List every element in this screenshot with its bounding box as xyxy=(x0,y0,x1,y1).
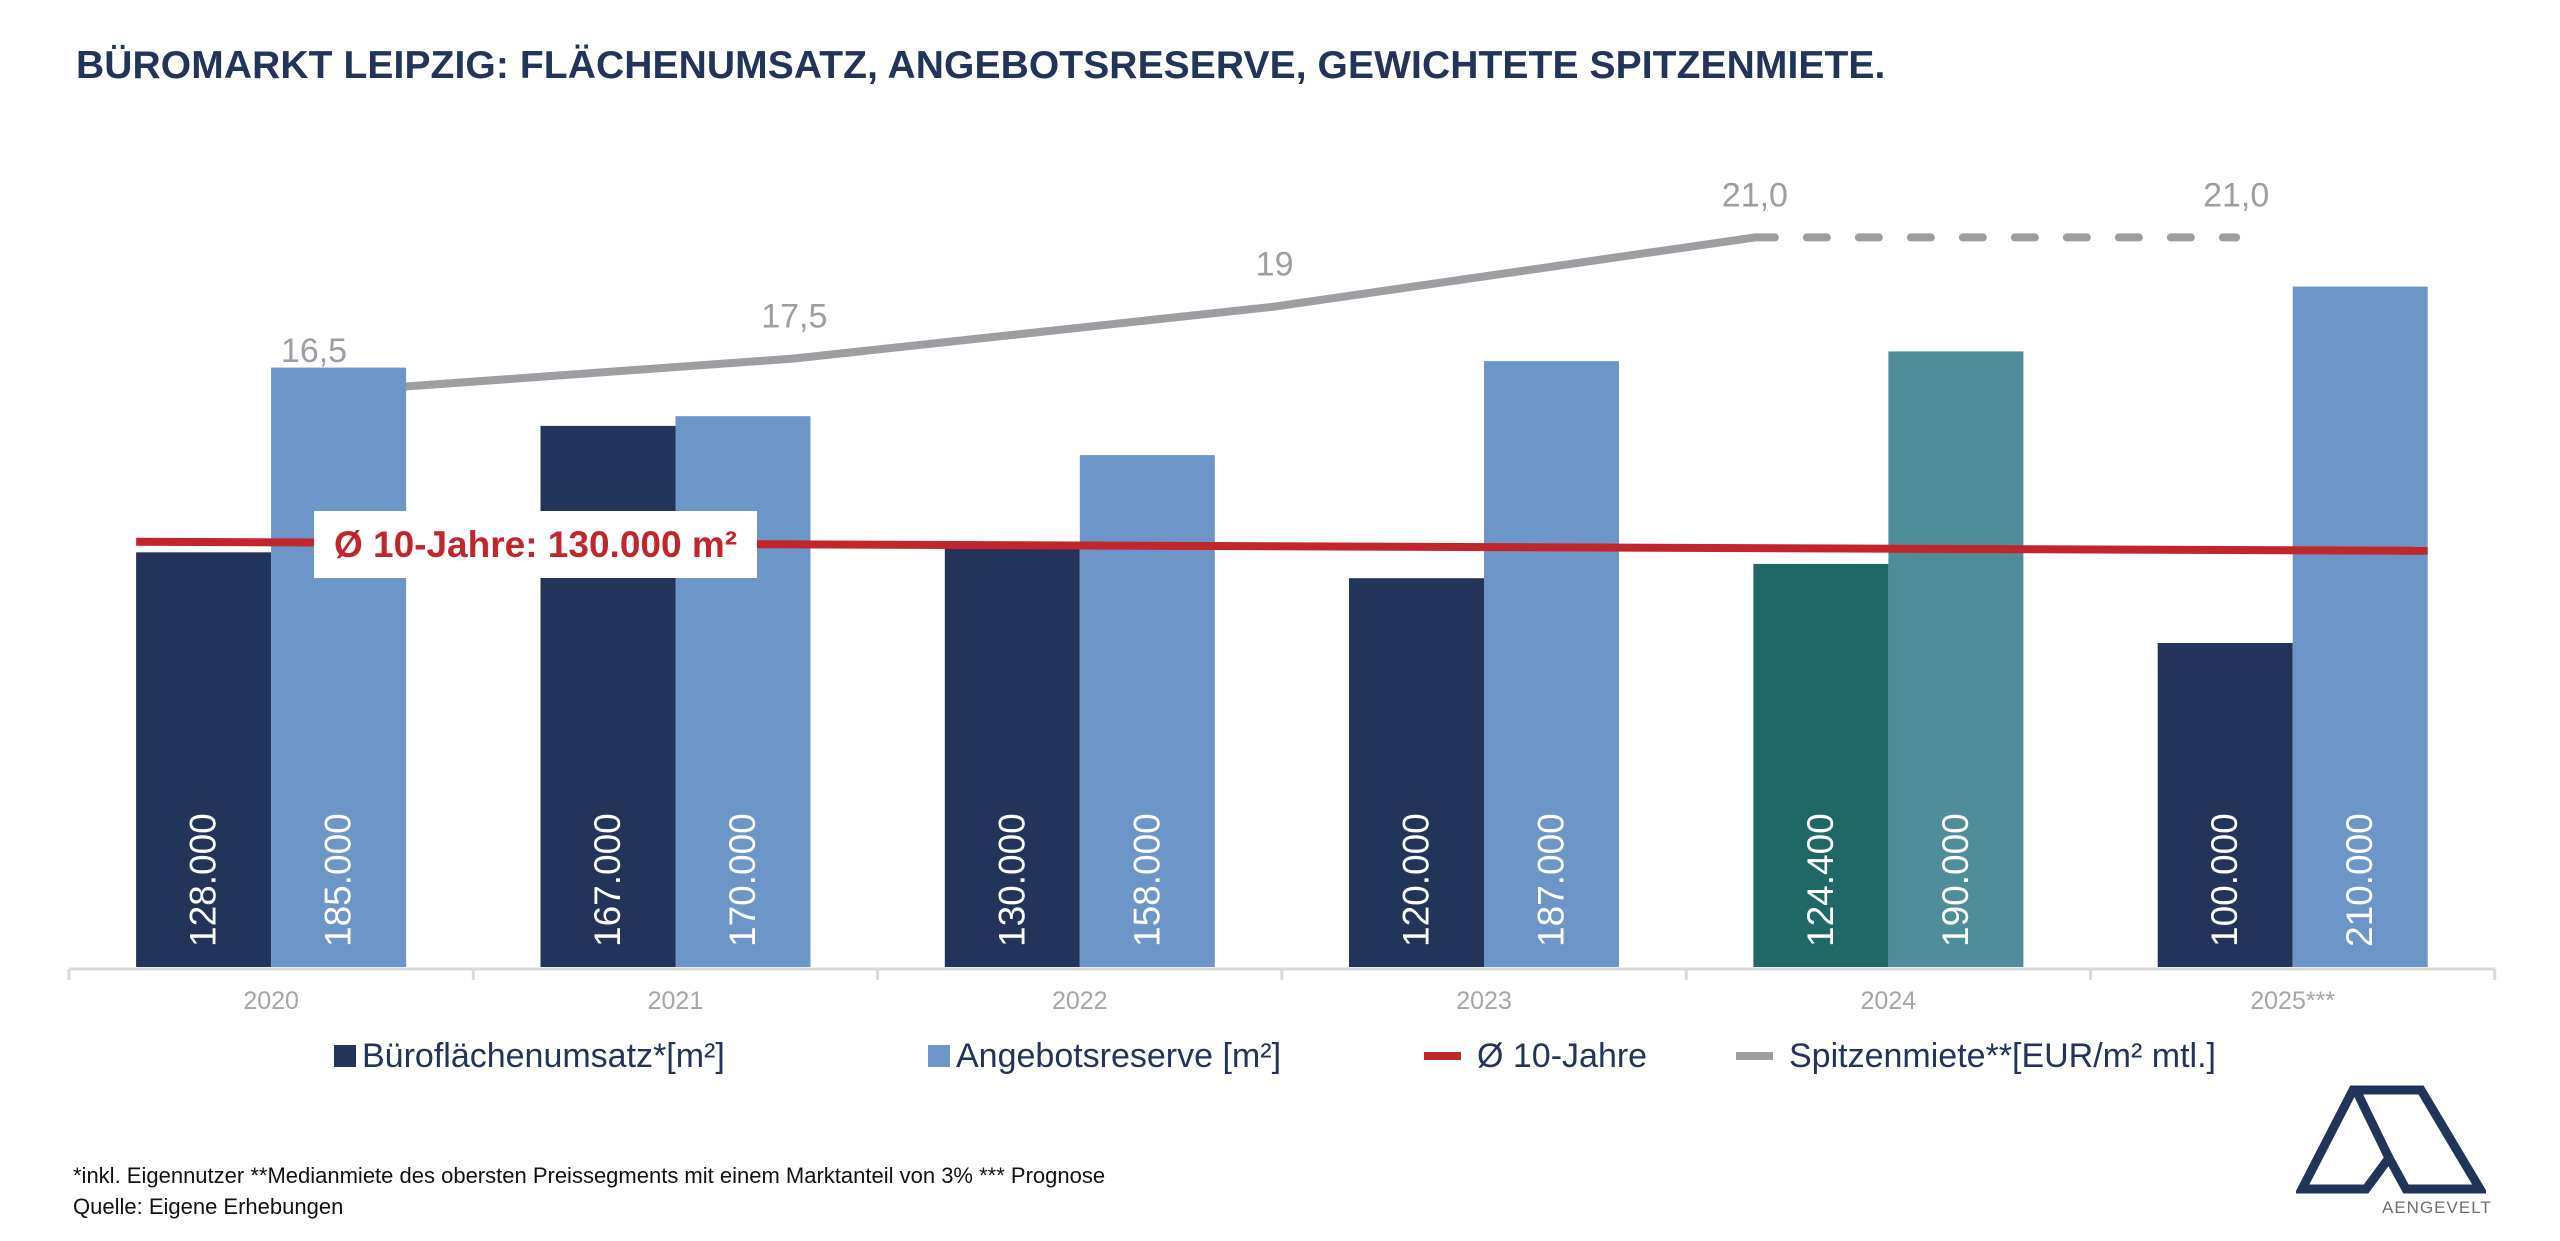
bar-angebotsreserve-2020 xyxy=(271,367,407,968)
x-axis xyxy=(67,967,2497,980)
legend-item-umsatz: Büroflächenumsatz*[m²] xyxy=(334,1034,725,1078)
bar-value-label: 124.400 xyxy=(1800,813,1841,947)
bar-value-label: 158.000 xyxy=(1126,813,1167,947)
spitzenmiete-data-label: 21,0 xyxy=(2203,176,2269,214)
category-label: 2021 xyxy=(648,987,704,1015)
bar-value-label: 120.000 xyxy=(1396,813,1437,947)
category-label: 2024 xyxy=(1861,987,1917,1015)
category-label: 2020 xyxy=(243,987,299,1015)
legend-label-umsatz: Büroflächenumsatz*[m²] xyxy=(362,1036,725,1075)
bar-value-label: 187.000 xyxy=(1531,813,1572,947)
bar-angebotsreserve-2021 xyxy=(675,416,811,967)
legend-swatch-umsatz xyxy=(334,1045,356,1067)
bar-value-label: 170.000 xyxy=(722,813,763,947)
category-label: 2023 xyxy=(1456,987,1512,1015)
bar-value-label: 185.000 xyxy=(318,813,359,947)
bar-umsatz-2024 xyxy=(1753,563,1889,967)
rent-line-layer xyxy=(313,233,2241,398)
legend-label-angebotsreserve: Angebotsreserve [m²] xyxy=(956,1036,1282,1075)
average-annotation: Ø 10-Jahre: 130.000 m² xyxy=(314,511,757,578)
footnotes: *inkl. Eigennutzer **Medianmiete des obe… xyxy=(73,1160,1105,1222)
legend-item-angebotsreserve: Angebotsreserve [m²] xyxy=(928,1034,1281,1078)
bar-value-label: 128.000 xyxy=(183,813,224,947)
legend-label-average: Ø 10-Jahre xyxy=(1477,1036,1648,1075)
bar-angebotsreserve-2025 xyxy=(2292,286,2428,968)
bar-umsatz-2025 xyxy=(2157,643,2293,967)
bars-layer xyxy=(136,286,2428,968)
spitzenmiete-line xyxy=(313,233,1756,398)
bar-value-label: 130.000 xyxy=(991,813,1032,947)
source-line: Quelle: Eigene Erhebungen xyxy=(73,1194,344,1219)
spitzenmiete-data-label: 16,5 xyxy=(281,332,347,370)
legend-label-spitzenmiete: Spitzenmiete**[EUR/m² mtl.] xyxy=(1789,1036,2216,1075)
bar-umsatz-2023 xyxy=(1349,578,1484,967)
labels-layer: 128.000 185.000 2020 167.000 170.000 2021 130.… xyxy=(183,176,2380,1015)
bar-value-label: 100.000 xyxy=(2204,813,2245,947)
bar-angebotsreserve-2023 xyxy=(1484,361,1619,968)
legend-swatch-spitzenmiete xyxy=(1736,1052,1773,1060)
chart-title: BÜROMARKT LEIPZIG: FLÄCHENUMSATZ, ANGEBO… xyxy=(76,44,1886,87)
category-label: 2022 xyxy=(1052,987,1108,1015)
bar-umsatz-2020 xyxy=(136,552,272,967)
legend-swatch-angebotsreserve xyxy=(928,1045,950,1067)
bar-angebotsreserve-2022 xyxy=(1079,455,1215,967)
logo-text: AENGEVELT xyxy=(2382,1198,2492,1217)
spitzenmiete-data-label: 19 xyxy=(1256,246,1294,284)
category-label: 2025*** xyxy=(2250,987,2335,1015)
aengevelt-logo-icon xyxy=(2296,1085,2486,1194)
bar-umsatz-2022 xyxy=(944,545,1080,967)
legend-item-average: Ø 10-Jahre xyxy=(1424,1034,1647,1078)
legend: Büroflächenumsatz*[m²] Angebotsreserve [… xyxy=(0,1034,2560,1078)
bar-value-label: 210.000 xyxy=(2339,813,2380,947)
legend-swatch-average xyxy=(1424,1052,1461,1060)
spitzenmiete-data-label: 17,5 xyxy=(761,298,827,336)
footnote-line: *inkl. Eigennutzer **Medianmiete des obe… xyxy=(73,1163,1106,1188)
bar-value-label: 190.000 xyxy=(1935,813,1976,947)
legend-item-spitzenmiete: Spitzenmiete**[EUR/m² mtl.] xyxy=(1736,1034,2216,1078)
bar-angebotsreserve-2024 xyxy=(1888,351,2024,967)
spitzenmiete-data-label: 21,0 xyxy=(1722,176,1788,214)
bar-value-label: 167.000 xyxy=(587,813,628,947)
